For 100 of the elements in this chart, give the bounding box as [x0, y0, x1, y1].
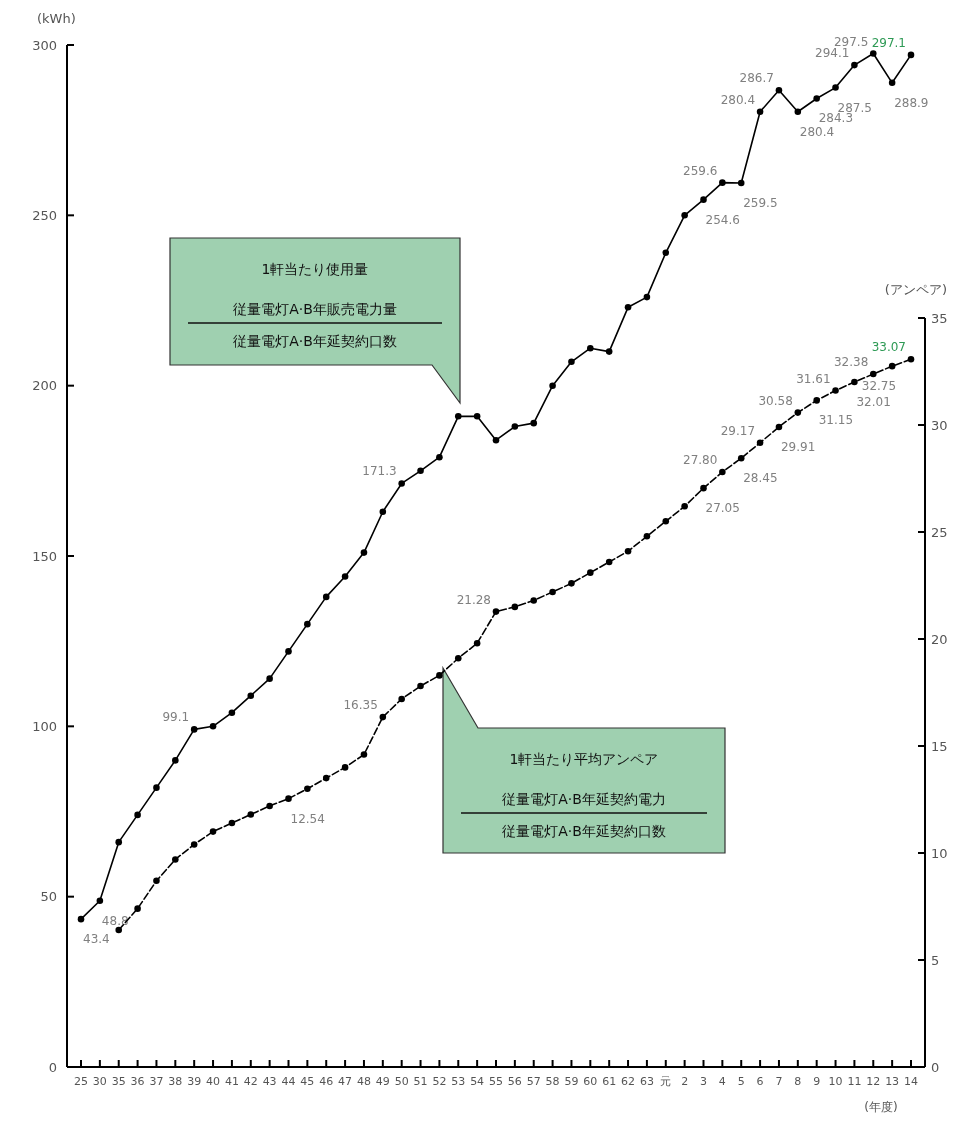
data-label: 259.6	[683, 163, 718, 178]
x-tick-label: 6	[756, 1075, 764, 1088]
point	[775, 87, 783, 94]
x-tick-label: 30	[92, 1075, 107, 1088]
point	[473, 413, 481, 420]
point	[869, 370, 877, 378]
y2-tick-label: 25	[931, 524, 948, 540]
y-tick-label: 150	[32, 548, 57, 564]
x-tick-label: 35	[111, 1075, 126, 1088]
y2-tick-label: 0	[931, 1059, 940, 1075]
point	[869, 50, 877, 57]
point	[153, 784, 160, 791]
point	[115, 926, 123, 934]
point	[454, 413, 462, 420]
point	[115, 838, 123, 846]
x-tick-label: 47	[338, 1075, 353, 1088]
x-tick-label: 4	[718, 1075, 726, 1088]
data-label: 32.75	[861, 379, 897, 394]
y-axis-title: (kWh)	[37, 11, 76, 26]
point	[888, 362, 896, 370]
point	[832, 84, 839, 91]
annotation: 従量電灯A·B年延契約電力	[502, 791, 666, 807]
y-tick-label: 300	[32, 37, 57, 53]
y-tick-label: 50	[40, 889, 57, 905]
point	[322, 593, 330, 601]
y-tick-label: 250	[32, 207, 57, 223]
point	[77, 915, 85, 923]
x-tick-label: 56	[507, 1075, 522, 1088]
x-tick-label: 46	[319, 1075, 334, 1088]
data-label: 32.01	[856, 394, 891, 409]
point	[700, 484, 707, 492]
data-label: 29.17	[720, 423, 756, 438]
point	[266, 802, 273, 810]
data-label: 43.4	[83, 932, 110, 947]
point	[775, 423, 783, 431]
annotation: 1軒当たり平均アンペア	[509, 751, 659, 767]
data-label: 30.58	[758, 393, 793, 408]
x-tick-label: 40	[206, 1075, 221, 1088]
x-tick-label: 13	[885, 1075, 900, 1088]
point	[737, 179, 745, 187]
y2-tick-label: 20	[931, 631, 948, 647]
point	[851, 61, 858, 69]
point	[719, 468, 726, 476]
x-tick-label: 12	[866, 1075, 881, 1088]
y2-tick-label: 5	[931, 952, 940, 968]
point	[190, 841, 198, 848]
data-label: 48.8	[101, 913, 129, 928]
x-tick-label: 53	[451, 1075, 466, 1088]
x-tick-label: 52	[432, 1075, 447, 1088]
point	[190, 726, 198, 733]
data-label: 286.7	[739, 71, 774, 86]
data-label: 284.3	[818, 111, 854, 126]
data-label: 259.5	[743, 195, 778, 210]
x-tick-label: 63	[639, 1075, 654, 1088]
data-label: 280.4	[799, 124, 835, 139]
data-label: 21.28	[456, 592, 491, 607]
x-tick-label: 39	[187, 1075, 202, 1088]
point	[737, 454, 745, 462]
annotation: 1軒当たり使用量	[261, 261, 369, 277]
point	[530, 419, 538, 427]
x-tick-label: 49	[375, 1075, 390, 1088]
x-tick-label: 14	[904, 1075, 918, 1088]
point	[907, 356, 915, 363]
point	[398, 480, 405, 487]
point	[172, 856, 179, 863]
point	[549, 382, 556, 389]
point	[360, 549, 368, 556]
point	[247, 811, 255, 818]
point	[643, 533, 651, 540]
point	[794, 409, 802, 416]
x-tick-label: 36	[130, 1075, 145, 1088]
point	[681, 212, 688, 219]
point	[379, 713, 387, 721]
point	[153, 877, 160, 885]
point	[662, 249, 670, 257]
point	[756, 108, 764, 116]
x-tick-label: 9	[813, 1075, 821, 1088]
x-tick-label: 8	[794, 1075, 802, 1088]
point	[492, 608, 500, 615]
x-tick-label: 7	[775, 1075, 783, 1088]
x-tick-label: 51	[413, 1075, 428, 1088]
point	[228, 819, 236, 827]
point	[643, 293, 651, 301]
point	[379, 508, 387, 515]
point	[587, 344, 594, 352]
x-tick-label: 37	[149, 1075, 164, 1088]
data-label: 32.38	[833, 355, 869, 370]
data-label: 297.1	[871, 35, 906, 50]
point	[888, 79, 896, 87]
annotation: 従量電灯A·B年販売電力量	[233, 301, 397, 317]
data-label: 27.80	[683, 453, 718, 468]
y-tick-label: 0	[48, 1059, 57, 1075]
x-tick-label: 59	[564, 1075, 579, 1088]
point	[492, 436, 500, 444]
point	[568, 358, 575, 366]
annotation: 従量電灯A·B年延契約口数	[233, 333, 397, 349]
point	[907, 51, 915, 59]
point	[285, 795, 292, 802]
point	[304, 620, 311, 628]
point	[473, 640, 481, 647]
